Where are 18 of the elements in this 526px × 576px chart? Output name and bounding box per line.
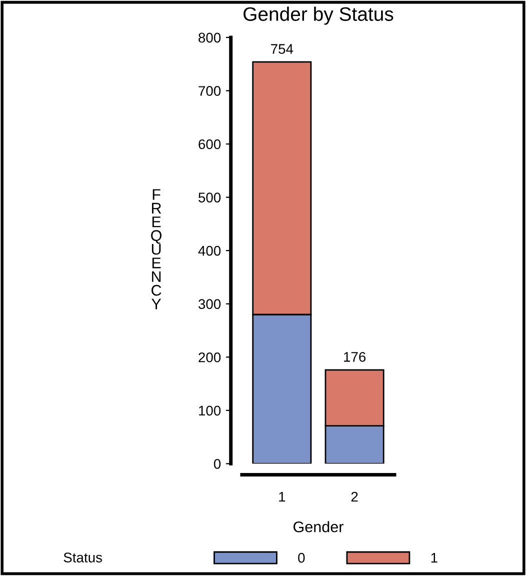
y-tick-label: 300: [198, 299, 221, 310]
total-label: 176: [344, 352, 366, 362]
x-tick-label: 2: [351, 492, 358, 502]
legend-label: 0: [298, 552, 305, 563]
x-axis-title: Gender: [294, 521, 344, 532]
text: FREQUENCY: [151, 189, 162, 310]
y-tick-label: 0: [214, 459, 221, 469]
chart-title: Gender by Status: [244, 6, 394, 25]
y-tick-label: 500: [198, 192, 221, 202]
y-tick-label: 600: [198, 139, 221, 150]
y-tick-label: 100: [199, 406, 221, 416]
legend-title: Status: [64, 552, 102, 562]
y-tick-label: 200: [198, 352, 221, 362]
legend-label: 1: [431, 553, 438, 563]
y-tick-label: 700: [198, 86, 221, 96]
total-label: 754: [271, 44, 294, 54]
y-tick-label: 400: [198, 246, 221, 256]
y-tick-label: 800: [198, 32, 221, 43]
